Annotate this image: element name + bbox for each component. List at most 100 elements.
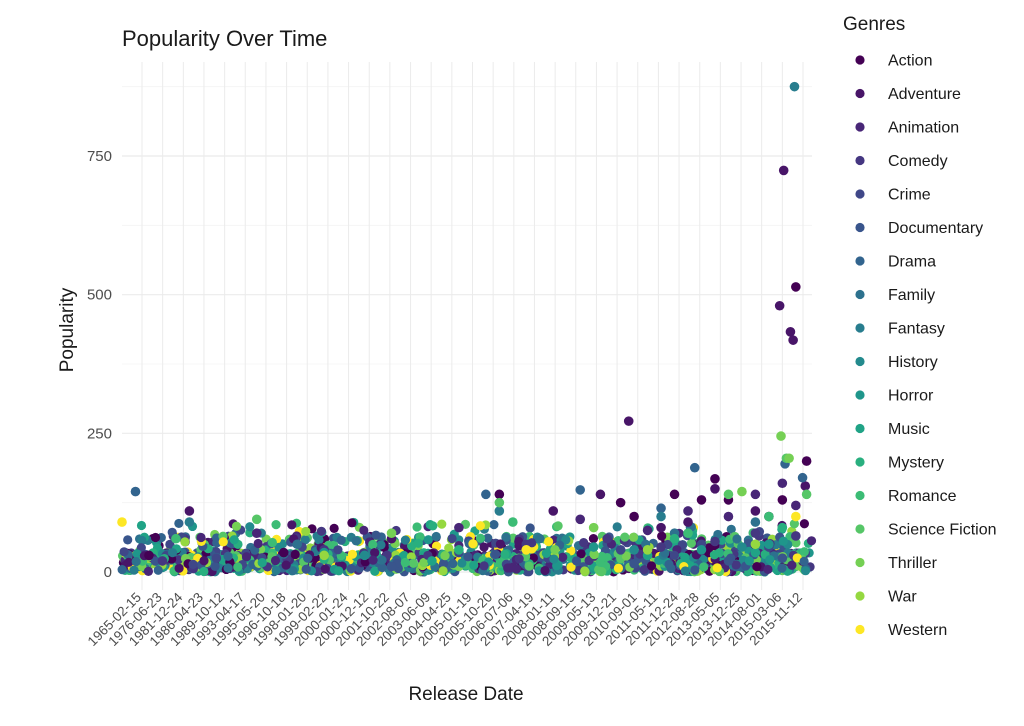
series-point (791, 282, 801, 292)
data-point (150, 532, 161, 543)
data-point (399, 550, 409, 561)
legend-item-label: Animation (888, 120, 959, 137)
data-point (479, 561, 489, 571)
series-point (642, 545, 653, 555)
series-point (656, 503, 666, 514)
data-point (540, 565, 550, 576)
data-point (196, 532, 206, 543)
data-point (370, 566, 380, 576)
data-point (448, 559, 458, 569)
data-point (301, 564, 311, 574)
data-point (690, 565, 700, 575)
data-point (333, 545, 343, 555)
data-point (231, 521, 242, 531)
data-point (431, 531, 441, 542)
series-point (615, 497, 626, 508)
data-point (377, 555, 387, 565)
data-point (566, 562, 576, 572)
data-point (351, 536, 361, 546)
data-point (180, 537, 190, 547)
data-point (475, 521, 485, 531)
data-point (124, 557, 134, 567)
data-point (210, 561, 220, 571)
series-point (144, 550, 154, 561)
series-point (359, 550, 370, 561)
data-point (579, 538, 589, 548)
legend-key (855, 524, 865, 534)
data-point (628, 532, 639, 542)
series-point (615, 545, 626, 555)
data-point (744, 556, 754, 566)
data-point (731, 560, 741, 570)
data-point (763, 564, 773, 575)
data-point (726, 524, 736, 534)
data-point (657, 531, 667, 541)
legend-item-label: Fantasy (888, 321, 945, 338)
data-point (136, 520, 147, 531)
series-point (801, 489, 812, 500)
legend-key (855, 557, 865, 568)
data-point (479, 542, 489, 552)
legend-item-label: Adventure (888, 86, 961, 103)
legend-key (855, 490, 865, 501)
series-point (683, 528, 693, 538)
data-point (621, 551, 631, 561)
data-point (153, 565, 163, 575)
series-point (750, 528, 761, 538)
series-point (723, 556, 734, 566)
data-point (732, 534, 742, 544)
data-point (576, 549, 586, 559)
series-point (750, 517, 761, 527)
series-point (797, 472, 808, 483)
data-point (376, 540, 386, 550)
legend-key (855, 323, 865, 333)
data-point (413, 538, 423, 548)
series-point (292, 539, 302, 550)
series-point (595, 489, 606, 500)
data-point (438, 566, 448, 576)
series-point (737, 542, 747, 552)
data-point (584, 555, 594, 566)
series-point (777, 553, 788, 563)
data-point (514, 536, 524, 547)
data-point (188, 559, 198, 569)
series-point (791, 531, 801, 541)
data-point (314, 535, 324, 545)
data-point (500, 549, 510, 559)
data-point (336, 535, 346, 545)
series-point (386, 561, 397, 572)
legend-key (855, 55, 865, 65)
series-point (723, 489, 734, 500)
data-point (412, 522, 422, 532)
data-point (271, 519, 281, 530)
data-point (646, 561, 657, 571)
legend-key (855, 390, 865, 400)
data-point (370, 548, 380, 558)
data-point (368, 555, 378, 565)
data-point (589, 549, 599, 560)
series-point (623, 416, 634, 426)
data-point (290, 549, 300, 560)
data-point (229, 535, 239, 545)
series-point (777, 522, 788, 533)
data-point (419, 557, 429, 568)
data-point (316, 526, 327, 536)
series-point (534, 533, 545, 544)
series-point (774, 300, 785, 311)
data-point (233, 562, 243, 572)
data-point (303, 553, 313, 563)
series-point (750, 539, 761, 550)
y-axis-label: Popularity (57, 287, 78, 372)
data-point (132, 549, 142, 559)
data-point (787, 560, 797, 570)
series-point (778, 165, 789, 176)
data-point (117, 565, 127, 575)
data-point (300, 535, 310, 545)
legend-item-label: War (888, 589, 917, 606)
series-point (669, 533, 680, 544)
data-point (347, 549, 358, 559)
data-point (257, 557, 267, 568)
series-point (278, 547, 289, 558)
data-point (377, 562, 387, 573)
series-point (789, 81, 800, 92)
